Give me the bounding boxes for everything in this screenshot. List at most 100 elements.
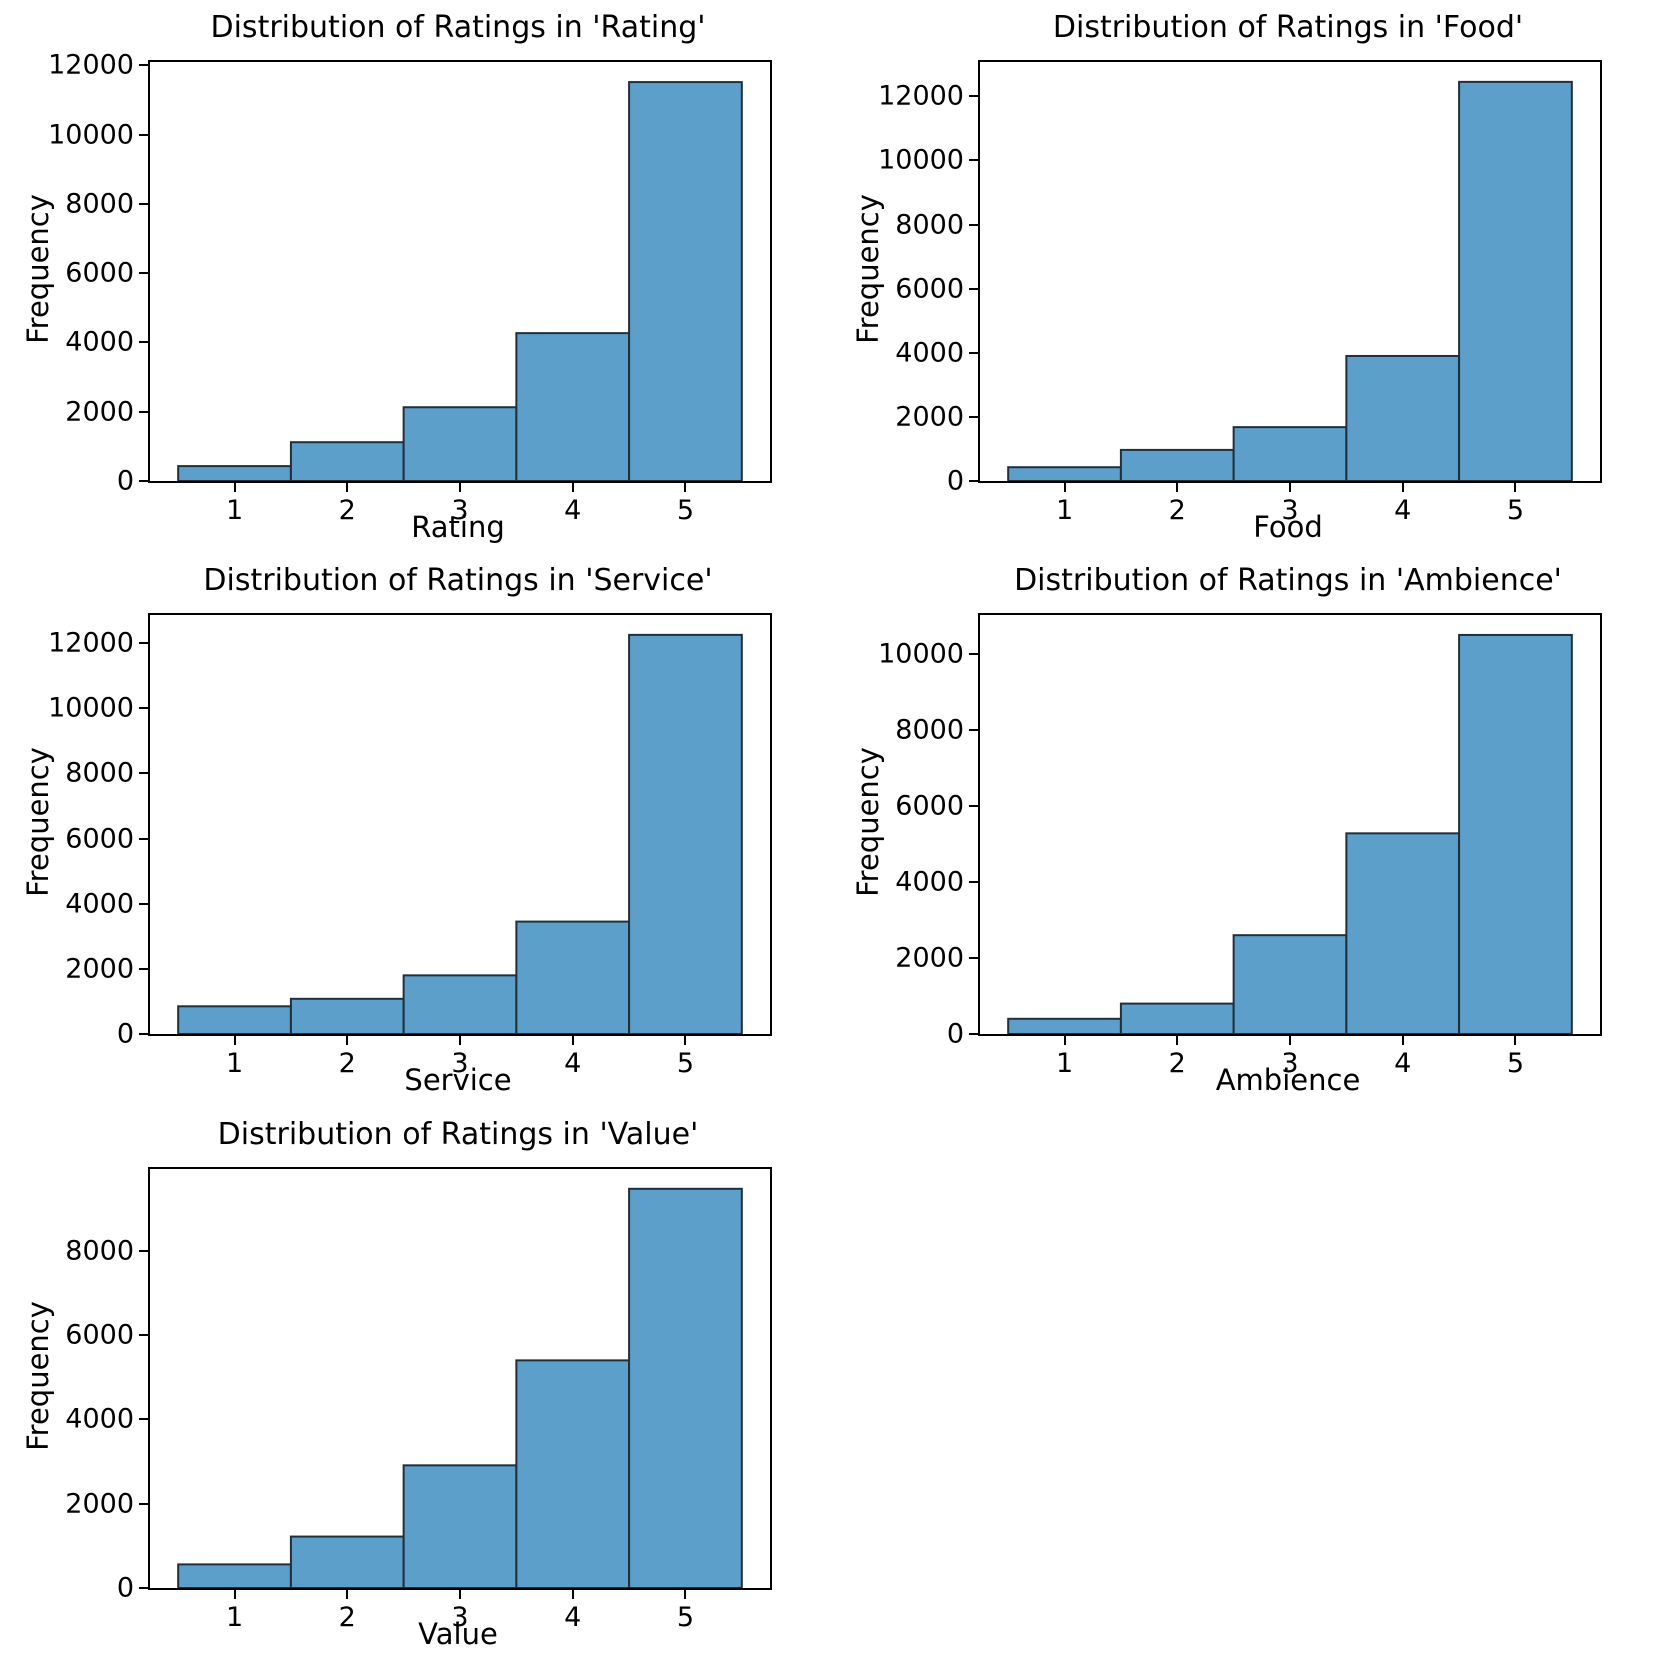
x-tick-mark — [1063, 483, 1066, 492]
histogram-bar — [515, 332, 631, 481]
y-tick-label: 8000 — [895, 209, 964, 241]
y-tick-mark — [969, 159, 978, 162]
y-tick-label: 10000 — [878, 638, 964, 670]
x-tick-mark — [1514, 483, 1517, 492]
x-tick-mark — [1514, 1036, 1517, 1045]
y-tick-mark — [139, 1502, 148, 1505]
x-tick-mark — [459, 1590, 461, 1599]
y-tick-mark — [139, 202, 148, 205]
chart-title: Distribution of Ratings in 'Value' — [217, 1117, 699, 1152]
subplot-service: Distribution of Ratings in 'Service' Fre… — [0, 553, 830, 1107]
histogram-bar — [515, 920, 631, 1034]
histogram-bar — [1007, 1017, 1122, 1034]
y-axis-label: Frequency — [21, 1301, 55, 1451]
plot-area: 0 2000 4000 6000 8000 10000 12000 1 2 3 4 5 — [48, 613, 772, 1077]
x-tick-label: 4 — [564, 1048, 582, 1079]
x-tick-label: 5 — [676, 1048, 695, 1079]
histogram-bar — [1232, 934, 1348, 1034]
histogram-bar — [289, 997, 405, 1034]
histogram-bar — [628, 81, 743, 481]
y-tick-mark — [969, 956, 978, 959]
y-tick-mark — [139, 902, 148, 905]
bars-layer — [177, 633, 743, 1034]
y-tick-mark — [969, 728, 978, 731]
y-tick-mark — [139, 1033, 148, 1035]
x-tick-mark — [459, 483, 461, 492]
y-tick-label: 2000 — [65, 396, 134, 428]
histogram-bar — [402, 1464, 518, 1588]
y-tick-mark — [139, 64, 148, 67]
x-tick-label: 2 — [338, 1048, 356, 1079]
x-tick-label: 4 — [1394, 495, 1412, 526]
histogram-bar — [1458, 633, 1573, 1034]
x-tick-mark — [1176, 483, 1179, 492]
y-tick-label: 8000 — [895, 714, 964, 746]
bars-layer — [1007, 633, 1573, 1034]
x-tick-label: 3 — [1281, 1048, 1299, 1079]
y-tick-label: 6000 — [65, 823, 134, 854]
y-tick-mark — [139, 410, 148, 413]
y-tick-label: 6000 — [65, 257, 134, 289]
x-tick-label: 3 — [1281, 495, 1299, 526]
y-tick-label: 10000 — [48, 692, 134, 724]
y-tick-mark — [139, 707, 148, 710]
y-tick-mark — [139, 133, 148, 136]
histogram-bar — [289, 441, 405, 481]
y-tick-mark — [139, 1418, 148, 1421]
histogram-bar — [1345, 832, 1461, 1034]
y-tick-mark — [969, 415, 978, 418]
y-tick-label: 4000 — [65, 326, 134, 358]
y-tick-label: 0 — [946, 465, 964, 497]
x-tick-mark — [684, 1590, 687, 1599]
y-tick-mark — [139, 837, 148, 840]
x-tick-mark — [1176, 1036, 1179, 1045]
x-tick-label: 1 — [1055, 495, 1074, 526]
x-tick-label: 2 — [1168, 495, 1186, 526]
y-tick-label: 10000 — [878, 144, 964, 176]
y-tick-label: 2000 — [65, 1488, 134, 1520]
x-axis-label: Rating — [411, 510, 505, 544]
y-tick-label: 8000 — [65, 757, 134, 789]
histogram-bar — [628, 1187, 743, 1588]
subplot-value: Distribution of Ratings in 'Value' Frequ… — [0, 1107, 830, 1661]
x-tick-mark — [571, 1036, 574, 1045]
histogram-bar — [515, 1359, 631, 1588]
x-tick-mark — [1401, 1036, 1404, 1045]
y-tick-label: 6000 — [65, 1319, 134, 1351]
x-axis-label: Service — [404, 1063, 512, 1097]
y-tick-label: 12000 — [48, 49, 134, 81]
histogram-bar — [402, 406, 518, 481]
y-axis-label: Frequency — [21, 747, 55, 897]
x-tick-mark — [1289, 483, 1291, 492]
x-tick-label: 3 — [451, 495, 469, 526]
y-tick-label: 2000 — [895, 401, 964, 433]
y-axis-label: Frequency — [851, 194, 885, 344]
x-tick-mark — [571, 483, 574, 492]
y-tick-label: 0 — [116, 1572, 134, 1604]
histogram-bar — [1458, 80, 1573, 481]
x-tick-label: 3 — [451, 1602, 469, 1633]
x-axis-label: Value — [418, 1617, 498, 1651]
y-tick-label: 6000 — [895, 790, 964, 822]
y-tick-mark — [139, 642, 148, 645]
plot-area: 0 2000 4000 6000 8000 10000 12000 1 2 3 4 5 — [878, 60, 1602, 524]
x-tick-mark — [346, 1036, 349, 1045]
bars-layer — [1007, 80, 1573, 481]
histogram-bar — [1119, 448, 1235, 481]
empty-cell — [830, 1107, 1661, 1661]
y-tick-label: 6000 — [895, 273, 964, 305]
histogram-bar — [1007, 466, 1122, 481]
y-tick-mark — [969, 1033, 978, 1035]
y-tick-label: 4000 — [895, 337, 964, 369]
y-tick-label: 4000 — [65, 888, 134, 920]
x-tick-label: 1 — [225, 495, 244, 526]
y-tick-mark — [969, 95, 978, 98]
histogram-bar — [177, 1563, 292, 1588]
y-tick-mark — [139, 341, 148, 344]
chart-title: Distribution of Ratings in 'Service' — [203, 563, 713, 598]
x-axis-label: Food — [1253, 510, 1323, 544]
y-tick-mark — [139, 1587, 148, 1589]
histogram-bar — [1232, 426, 1348, 481]
histogram-bar — [177, 465, 292, 481]
